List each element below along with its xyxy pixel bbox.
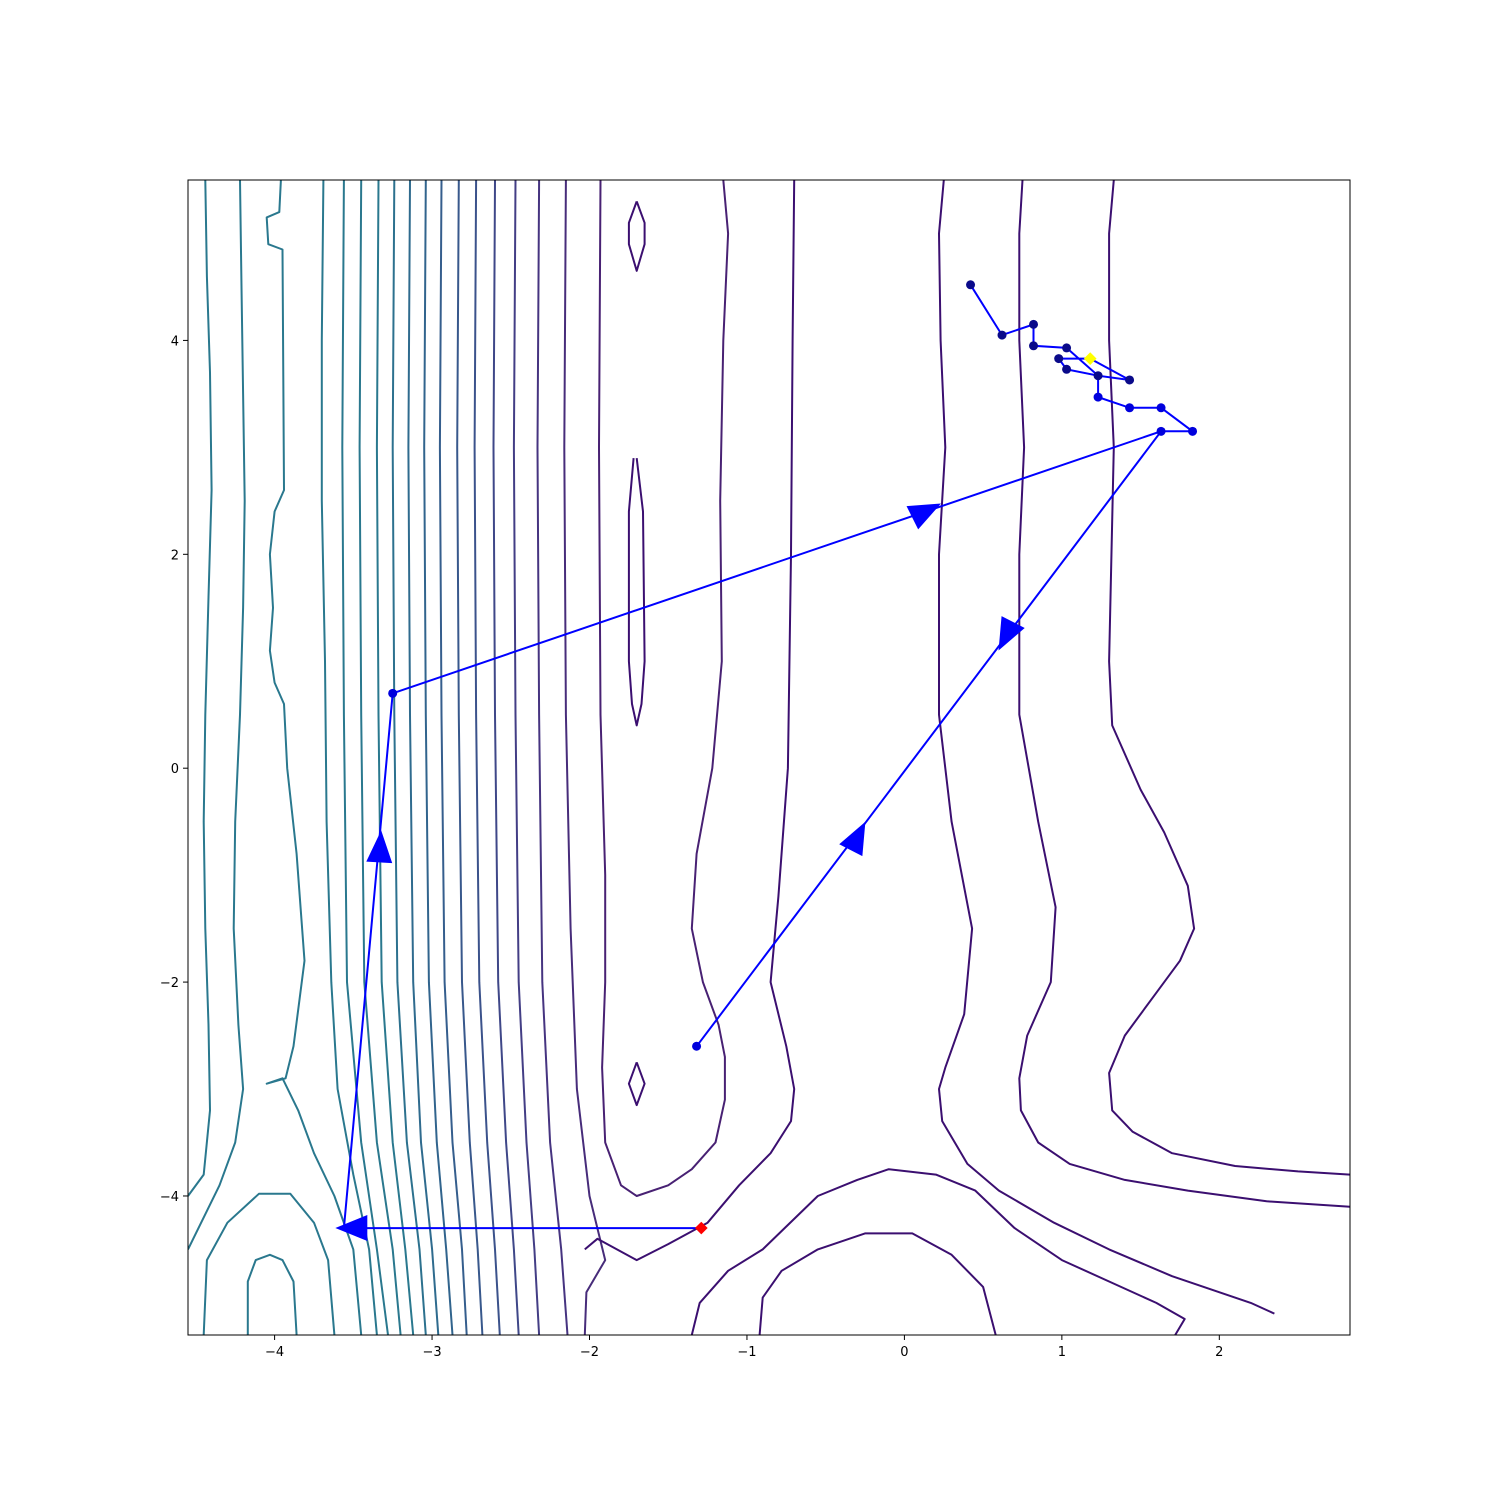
contour-line-28 — [1108, 180, 1350, 1176]
contour-line-13 — [456, 180, 484, 1335]
contour-line-17 — [536, 180, 569, 1335]
end-point — [1083, 352, 1097, 365]
y-tick-label: 4 — [171, 334, 179, 349]
arrow-head-2 — [906, 503, 941, 530]
contour-line-14 — [473, 180, 501, 1335]
path-point-1 — [1156, 426, 1166, 436]
contour-line-3 — [202, 1192, 336, 1335]
path-point-5 — [1125, 403, 1135, 413]
contour-line-0 — [188, 180, 213, 1197]
contour-line-24 — [690, 1168, 1186, 1335]
x-tick-label: −1 — [737, 1345, 756, 1360]
arrow-head-1 — [366, 830, 393, 864]
x-axis: −4 −3 −2 −1 0 1 2 — [265, 1335, 1223, 1360]
contour-line-27 — [1018, 180, 1350, 1208]
contour-line-26 — [938, 180, 1275, 1315]
arrow-head-0 — [335, 1215, 368, 1242]
x-tick-label: 1 — [1058, 1345, 1066, 1360]
path-point-12 — [1029, 341, 1039, 351]
path-point-10 — [1125, 375, 1135, 385]
path-point-13 — [1029, 319, 1039, 329]
contour-line-15 — [492, 180, 520, 1335]
contour-line-19 — [598, 180, 730, 1197]
path-point-6 — [1093, 392, 1103, 402]
contour-line-4 — [265, 180, 363, 1335]
x-tick-label: 0 — [900, 1345, 908, 1360]
x-tick-label: −3 — [422, 1345, 441, 1360]
path-line — [342, 284, 1196, 1230]
y-tick-label: 0 — [171, 762, 179, 777]
contour-line-11 — [423, 180, 454, 1335]
contour-line-10 — [407, 180, 440, 1335]
contour-line-16 — [512, 180, 541, 1335]
path-arrows — [335, 503, 1025, 1242]
x-tick-label: 2 — [1215, 1345, 1223, 1360]
contour-lines — [188, 180, 1350, 1335]
plot-frame — [187, 179, 1351, 1336]
path-point-0 — [388, 688, 398, 698]
contour-line-1 — [188, 180, 246, 1250]
contour-line-25 — [758, 1232, 997, 1335]
path-point-8 — [1062, 364, 1072, 374]
path-point-9 — [1054, 354, 1064, 364]
contour-line-2 — [246, 1253, 298, 1335]
path-point-15 — [966, 280, 976, 290]
optimization-path — [342, 284, 1196, 1230]
contour-line-6 — [341, 180, 389, 1335]
contour-line-9 — [391, 180, 427, 1335]
path-point-11 — [1062, 343, 1072, 353]
path-point-14 — [997, 330, 1007, 340]
y-tick-label: −2 — [160, 976, 179, 991]
y-axis: −4 −2 0 2 4 — [160, 334, 188, 1205]
x-tick-label: −2 — [580, 1345, 599, 1360]
path-point-3 — [1188, 426, 1198, 436]
contour-line-23 — [584, 180, 796, 1262]
path-point-4 — [1156, 403, 1166, 413]
path-point-2 — [692, 1041, 702, 1051]
contour-line-18 — [563, 180, 607, 1335]
y-tick-label: 2 — [171, 548, 179, 563]
contour-line-20 — [627, 201, 646, 272]
y-tick-label: −4 — [160, 1190, 179, 1205]
path-point-7 — [1093, 371, 1103, 381]
path-markers — [388, 280, 1198, 1235]
contour-line-12 — [438, 180, 468, 1335]
contour-line-21 — [627, 457, 646, 727]
x-tick-label: −4 — [265, 1345, 284, 1360]
arrow-head-4 — [839, 821, 866, 857]
contour-line-8 — [375, 180, 415, 1335]
contour-line-22 — [627, 1061, 646, 1107]
contour-line-5 — [320, 180, 378, 1335]
contour-line-7 — [358, 180, 402, 1335]
arrow-head-3 — [998, 616, 1025, 651]
